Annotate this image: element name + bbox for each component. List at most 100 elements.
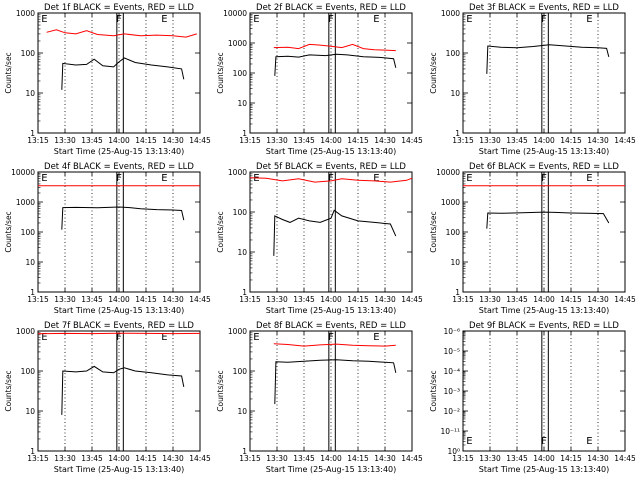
detector-plot-9: Det 9f BLACK = Events, RED = LLD Counts/s…	[429, 321, 636, 474]
x-tick-label: 14:45	[614, 454, 636, 463]
y-tick-label: 10⁰	[447, 447, 460, 456]
plot-title: Det 1f BLACK = Events, RED = LLD	[44, 3, 194, 13]
y-tick-label: 10000	[436, 168, 460, 177]
series-line-lld	[273, 43, 396, 52]
x-tick-label: 14:30	[162, 295, 184, 304]
x-tick-label: 13:30	[54, 454, 76, 463]
series-line-events	[274, 359, 397, 405]
event-marker: F	[541, 173, 547, 184]
y-tick-label: 100	[233, 208, 248, 217]
y-axis-label: Counts/sec	[216, 370, 225, 411]
x-tick-label: 14:30	[374, 295, 396, 304]
y-tick-label: 10⁻³	[443, 387, 460, 396]
y-tick-label: 1000	[16, 327, 35, 336]
y-tick-label: 1000	[16, 9, 35, 18]
y-axis-label: Counts/sec	[429, 52, 438, 93]
plot-title: Det 6f BLACK = Events, RED = LLD	[469, 162, 619, 172]
y-axis-label: Counts/sec	[429, 370, 438, 411]
event-marker: E	[161, 173, 167, 184]
y-tick-label: 10	[450, 258, 460, 267]
x-tick-label: 14:15	[135, 454, 157, 463]
detector-plot-6: Det 6f BLACK = Events, RED = LLD Counts/s…	[429, 162, 636, 315]
x-tick-label: 13:15	[452, 454, 474, 463]
plot-title: Det 7f BLACK = Events, RED = LLD	[44, 321, 194, 331]
y-tick-label: 1000	[441, 198, 460, 207]
detector-plot-1: Det 1f BLACK = Events, RED = LLD Counts/s…	[4, 3, 211, 156]
x-axis-label: Start Time (25-Aug-15 13:13:40)	[266, 147, 397, 156]
y-tick-label: 10	[450, 89, 460, 98]
event-marker: E	[373, 14, 379, 25]
x-tick-label: 14:00	[320, 295, 342, 304]
x-tick-label: 13:15	[452, 136, 474, 145]
y-tick-label: 1	[30, 447, 35, 456]
y-tick-label: 10⁻²	[443, 407, 460, 416]
x-tick-label: 13:45	[293, 295, 315, 304]
y-tick-label: 10000	[11, 168, 35, 177]
x-tick-label: 13:15	[27, 454, 49, 463]
y-tick-label: 1	[455, 288, 460, 297]
x-tick-label: 13:45	[293, 454, 315, 463]
x-tick-label: 14:30	[374, 136, 396, 145]
x-tick-label: 13:30	[54, 136, 76, 145]
x-tick-label: 13:30	[479, 454, 501, 463]
x-tick-label: 14:45	[401, 454, 423, 463]
x-tick-label: 14:15	[347, 454, 369, 463]
x-tick-label: 14:15	[560, 454, 582, 463]
x-tick-label: 13:45	[506, 454, 528, 463]
y-tick-label: 10⁻¹¹	[440, 427, 460, 436]
event-marker: E	[161, 14, 167, 25]
x-tick-label: 14:45	[614, 295, 636, 304]
x-axis-label: Start Time (25-Aug-15 13:13:40)	[479, 465, 610, 474]
y-tick-label: 100	[446, 228, 461, 237]
x-axis-label: Start Time (25-Aug-15 13:13:40)	[479, 147, 610, 156]
x-tick-label: 13:15	[452, 295, 474, 304]
y-tick-label: 1	[242, 288, 247, 297]
y-tick-label: 10	[25, 89, 35, 98]
x-tick-label: 14:45	[401, 136, 423, 145]
series-line-events	[61, 57, 185, 90]
plot-title: Det 2f BLACK = Events, RED = LLD	[256, 3, 406, 13]
x-tick-label: 13:45	[81, 454, 103, 463]
x-tick-label: 13:30	[266, 454, 288, 463]
y-axis-label: Counts/sec	[4, 211, 13, 252]
event-marker: F	[541, 14, 547, 25]
series-line-events	[61, 365, 185, 415]
event-marker: F	[328, 332, 334, 343]
x-tick-label: 14:30	[162, 454, 184, 463]
y-tick-label: 100	[446, 49, 461, 58]
y-tick-label: 1	[455, 129, 460, 138]
event-marker: E	[41, 332, 47, 343]
x-tick-label: 14:30	[162, 136, 184, 145]
y-tick-label: 100	[21, 49, 36, 58]
y-tick-label: 1000	[228, 39, 247, 48]
detector-plot-8: Det 8f BLACK = Events, RED = LLD Counts/s…	[216, 321, 423, 474]
event-marker: F	[116, 332, 122, 343]
plot-title: Det 5f BLACK = Events, RED = LLD	[256, 162, 406, 172]
plot-title: Det 4f BLACK = Events, RED = LLD	[44, 162, 194, 172]
y-tick-label: 1	[30, 129, 35, 138]
series-line-events	[486, 44, 610, 74]
x-tick-label: 14:30	[587, 295, 609, 304]
x-tick-label: 14:45	[189, 454, 211, 463]
event-marker: E	[253, 332, 259, 343]
x-tick-label: 13:15	[239, 136, 261, 145]
y-axis-label: Counts/sec	[429, 211, 438, 252]
y-tick-label: 10	[237, 407, 247, 416]
series-line-events	[273, 209, 397, 256]
y-axis-label: Counts/sec	[216, 52, 225, 93]
x-tick-label: 14:15	[347, 136, 369, 145]
series-line-lld	[46, 29, 197, 38]
x-tick-label: 14:30	[587, 136, 609, 145]
x-tick-label: 14:45	[401, 295, 423, 304]
y-tick-label: 10⁻⁵	[443, 347, 460, 356]
y-tick-label: 1	[242, 447, 247, 456]
y-tick-label: 10⁻⁶	[443, 327, 460, 336]
x-axis-label: Start Time (25-Aug-15 13:13:40)	[54, 147, 185, 156]
detector-plot-3: Det 3f BLACK = Events, RED = LLD Counts/s…	[429, 3, 636, 156]
x-tick-label: 14:00	[108, 454, 130, 463]
x-tick-label: 13:15	[27, 136, 49, 145]
y-tick-label: 1000	[228, 168, 247, 177]
x-tick-label: 14:00	[108, 295, 130, 304]
y-tick-label: 100	[233, 69, 248, 78]
